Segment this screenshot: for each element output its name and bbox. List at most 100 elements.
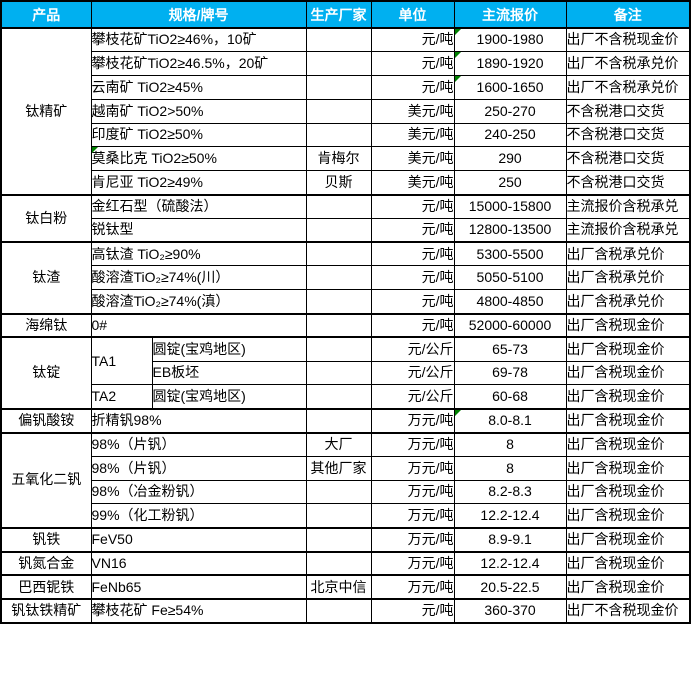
type-cell[interactable]: EB板坯 [151,360,307,386]
note-cell[interactable]: 出厂含税现金价 [565,431,691,457]
price-cell[interactable]: 60-68 [453,384,567,410]
unit-cell[interactable]: 万元/吨 [370,574,455,600]
product-cell[interactable]: 钛渣 [0,241,92,315]
product-cell[interactable]: 钛锭 [0,336,92,410]
manufacturer-cell[interactable] [305,193,372,219]
unit-cell[interactable]: 元/吨 [370,598,455,624]
manufacturer-cell[interactable]: 贝斯 [305,170,372,196]
unit-cell[interactable]: 美元/吨 [370,122,455,148]
manufacturer-cell[interactable] [305,407,372,434]
price-cell[interactable]: 360-370 [453,598,567,624]
note-cell[interactable]: 出厂不含税现金价 [565,598,691,624]
manufacturer-cell[interactable] [305,384,372,410]
price-cell[interactable]: 12800-13500 [453,217,567,243]
price-cell[interactable]: 65-73 [453,336,567,362]
manufacturer-cell[interactable] [305,217,372,243]
unit-cell[interactable]: 万元/吨 [370,431,455,457]
product-cell[interactable]: 钒钛铁精矿 [0,598,92,624]
note-cell[interactable]: 出厂含税现金价 [565,503,691,529]
unit-cell[interactable]: 万元/吨 [370,503,455,529]
product-cell[interactable]: 五氧化二钒 [0,431,92,529]
price-cell[interactable]: 8.2-8.3 [453,479,567,505]
manufacturer-cell[interactable] [305,265,372,291]
price-cell[interactable]: 12.2-12.4 [453,550,567,576]
note-cell[interactable]: 出厂含税现金价 [565,574,691,600]
price-cell[interactable]: 8.0-8.1 [453,407,567,434]
spec-cell[interactable]: 酸溶渣TiO₂≥74%(川） [90,265,307,291]
note-cell[interactable]: 出厂不含税承兑价 [565,75,691,100]
manufacturer-cell[interactable] [305,526,372,553]
unit-cell[interactable]: 元/吨 [370,193,455,219]
product-cell[interactable]: 钛白粉 [0,193,92,243]
note-cell[interactable]: 不含税港口交货 [565,98,691,124]
manufacturer-cell[interactable] [305,336,372,362]
note-cell[interactable]: 出厂含税现金价 [565,407,691,434]
price-cell[interactable]: 1600-1650 [453,75,567,100]
unit-cell[interactable]: 万元/吨 [370,407,455,434]
grade-cell[interactable]: TA1 [90,336,153,386]
price-cell[interactable]: 8.9-9.1 [453,526,567,553]
note-cell[interactable]: 出厂含税现金价 [565,384,691,410]
note-cell[interactable]: 出厂含税现金价 [565,479,691,505]
note-cell[interactable]: 出厂含税承兑价 [565,265,691,291]
price-cell[interactable]: 250-270 [453,98,567,124]
spec-cell[interactable]: FeNb65 [90,574,307,600]
unit-cell[interactable]: 元/公斤 [370,384,455,410]
unit-cell[interactable]: 美元/吨 [370,170,455,196]
manufacturer-cell[interactable] [305,289,372,315]
spec-cell[interactable]: 折精钒98% [90,407,307,434]
spec-cell[interactable]: 云南矿 TiO2≥45% [90,75,307,100]
manufacturer-cell[interactable] [305,598,372,624]
manufacturer-cell[interactable] [305,241,372,267]
price-cell[interactable]: 8 [453,431,567,457]
grade-cell[interactable]: TA2 [90,384,153,410]
manufacturer-cell[interactable] [305,75,372,100]
spec-cell[interactable]: 高钛渣 TiO₂≥90% [90,241,307,267]
unit-cell[interactable]: 元/吨 [370,241,455,267]
manufacturer-cell[interactable] [305,312,372,338]
price-cell[interactable]: 8 [453,455,567,481]
manufacturer-cell[interactable]: 肯梅尔 [305,146,372,172]
manufacturer-cell[interactable] [305,503,372,529]
manufacturer-cell[interactable] [305,360,372,386]
unit-cell[interactable]: 元/公斤 [370,360,455,386]
manufacturer-cell[interactable] [305,550,372,576]
spec-cell[interactable]: 0# [90,312,307,338]
spec-cell[interactable]: 莫桑比克 TiO2≥50% [90,146,307,172]
note-cell[interactable]: 出厂含税现金价 [565,336,691,362]
manufacturer-cell[interactable] [305,479,372,505]
manufacturer-cell[interactable]: 大厂 [305,431,372,457]
price-cell[interactable]: 5300-5500 [453,241,567,267]
note-cell[interactable]: 出厂不含税现金价 [565,27,691,53]
product-cell[interactable]: 钛精矿 [0,27,92,196]
product-cell[interactable]: 海绵钛 [0,312,92,338]
price-cell[interactable]: 1900-1980 [453,27,567,53]
spec-cell[interactable]: 越南矿 TiO2>50% [90,98,307,124]
manufacturer-cell[interactable] [305,51,372,77]
unit-cell[interactable]: 美元/吨 [370,98,455,124]
product-cell[interactable]: 巴西铌铁 [0,574,92,600]
manufacturer-cell[interactable] [305,98,372,124]
note-cell[interactable]: 出厂含税现金价 [565,455,691,481]
note-cell[interactable]: 主流报价含税承兑 [565,193,691,219]
product-cell[interactable]: 偏钒酸铵 [0,407,92,434]
note-cell[interactable]: 出厂含税承兑价 [565,289,691,315]
spec-cell[interactable]: 酸溶渣TiO₂≥74%(滇） [90,289,307,315]
unit-cell[interactable]: 万元/吨 [370,455,455,481]
spec-cell[interactable]: 印度矿 TiO2≥50% [90,122,307,148]
manufacturer-cell[interactable] [305,27,372,53]
note-cell[interactable]: 出厂含税现金价 [565,360,691,386]
product-cell[interactable]: 钒氮合金 [0,550,92,576]
manufacturer-cell[interactable] [305,122,372,148]
price-cell[interactable]: 4800-4850 [453,289,567,315]
spec-cell[interactable]: 攀枝花矿TiO2≥46.5%，20矿 [90,51,307,77]
unit-cell[interactable]: 元/吨 [370,75,455,100]
spec-cell[interactable]: VN16 [90,550,307,576]
price-cell[interactable]: 15000-15800 [453,193,567,219]
price-cell[interactable]: 69-78 [453,360,567,386]
product-cell[interactable]: 钒铁 [0,526,92,553]
price-cell[interactable]: 290 [453,146,567,172]
unit-cell[interactable]: 元/吨 [370,217,455,243]
unit-cell[interactable]: 万元/吨 [370,526,455,553]
price-cell[interactable]: 12.2-12.4 [453,503,567,529]
